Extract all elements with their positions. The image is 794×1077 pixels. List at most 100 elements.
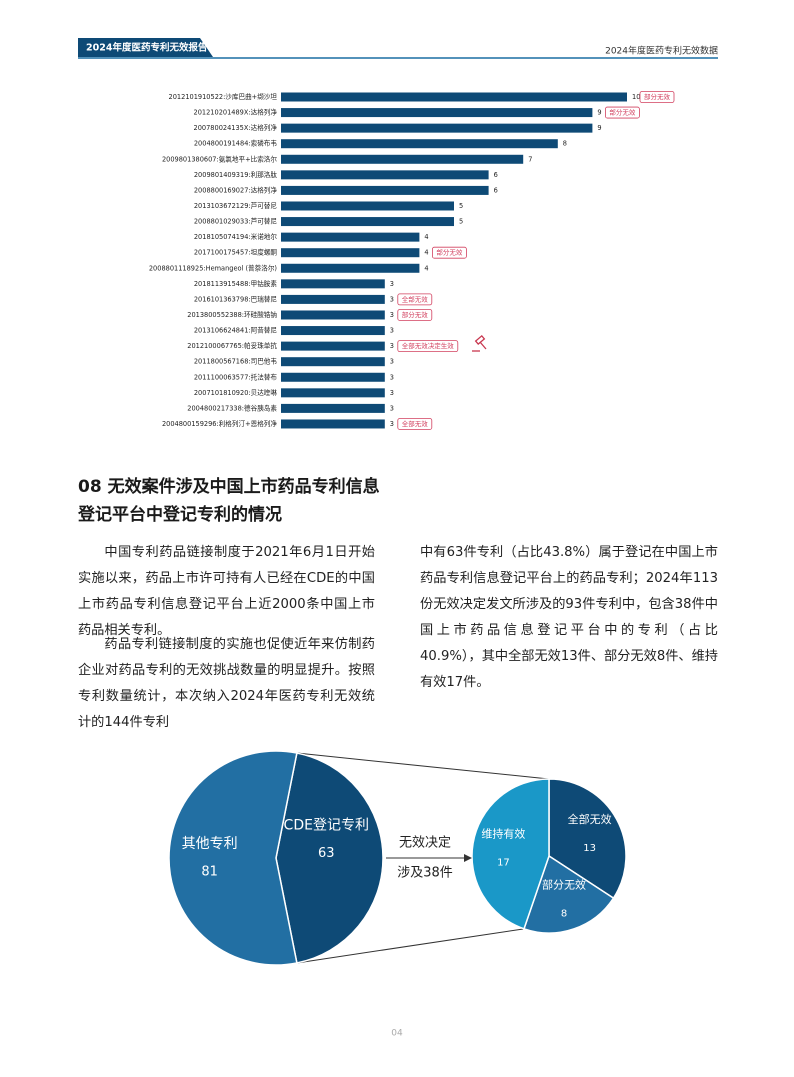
value-label: 8 <box>563 140 567 148</box>
tag: 全部无效 <box>402 419 429 428</box>
section-title: 08 无效案件涉及中国上市药品专利信息 <box>78 477 380 497</box>
value-label: 3 <box>390 389 394 397</box>
tag-box <box>431 246 467 259</box>
tag: 部分无效 <box>609 108 636 117</box>
value-label: 3 <box>390 404 394 412</box>
bar <box>281 357 385 367</box>
bar-label: 200780024135X:达格列净 <box>194 123 278 132</box>
connector-label: 无效决定 <box>399 836 451 851</box>
bar-label: 2012100067765:帕妥珠单抗 <box>187 341 277 350</box>
value-label: 4 <box>424 233 428 241</box>
bar-label: 2007101810920:贝达喹啉 <box>194 388 278 397</box>
pie-slice <box>275 752 384 964</box>
bar-label: 2013106624841:阿昔替尼 <box>194 326 278 335</box>
arrow-head <box>464 854 472 862</box>
bar <box>281 217 454 227</box>
section-title: 登记平台中登记专利的情况 <box>78 505 282 525</box>
value-label: 5 <box>459 202 463 210</box>
bar-label: 2008801118925:Hemangeol (普萘洛尔) <box>149 263 277 272</box>
value-label: 4 <box>424 264 428 272</box>
bar-label: 2009801409319:利那洛肽 <box>194 170 278 179</box>
tag: 部分无效 <box>644 92 671 101</box>
tag: 部分无效 <box>436 248 463 257</box>
bar-label: 2012101910522:沙库巴曲+缬沙坦 <box>169 92 278 101</box>
value-label: 3 <box>390 358 394 366</box>
bar <box>281 92 627 102</box>
value-label: 3 <box>390 280 394 288</box>
bar <box>281 232 420 242</box>
bar-label: 2011100063577:托法替布 <box>194 372 278 381</box>
value-label: 9 <box>597 124 601 132</box>
tag-box <box>397 340 459 353</box>
tag-box <box>397 293 433 306</box>
value-label: 3 <box>390 295 394 303</box>
bar <box>281 341 385 351</box>
paragraph: 药品专利链接制度的实施也促使近年来仿制药企业对药品专利的无效挑战数量的明显提升。… <box>78 637 375 730</box>
value-label: 3 <box>390 420 394 428</box>
bar-label: 2013103672129:芦可替尼 <box>194 201 278 210</box>
bar <box>281 108 593 118</box>
bar <box>281 294 385 304</box>
tag-box <box>605 106 640 119</box>
paragraph: 中国专利药品链接制度于2021年6月1日开始实施以来，药品上市许可持有人已经在C… <box>78 545 375 638</box>
tag-box <box>639 91 675 103</box>
header-tab-text: 2024年度医药专利无效报告 <box>86 42 208 54</box>
bar <box>281 248 420 258</box>
pie-slice <box>471 778 550 930</box>
slice-label: CDE登记专利 <box>284 818 369 834</box>
value-label: 9 <box>597 109 601 117</box>
bar <box>281 372 385 382</box>
slice-label: 维持有效 <box>481 826 525 840</box>
slice-value: 17 <box>497 857 510 868</box>
value-label: 3 <box>390 373 394 381</box>
value-label: 3 <box>390 342 394 350</box>
bar-label: 2013800552388:环硅酸锆钠 <box>187 310 277 319</box>
header-tab <box>78 38 213 57</box>
connector <box>296 752 550 780</box>
tag: 全部无效决定生效 <box>402 341 455 350</box>
bar <box>281 154 524 164</box>
tag: 全部无效 <box>402 294 429 303</box>
value-label: 7 <box>528 155 532 163</box>
pie-slice <box>168 750 298 966</box>
value-label: 4 <box>424 249 428 257</box>
bar-label: 2011800567168:司巴他韦 <box>194 357 278 366</box>
bar <box>281 279 385 289</box>
value-label: 3 <box>390 327 394 335</box>
slice-value: 63 <box>318 846 335 861</box>
bar-label: 2004800159296:利格列汀+恩格列净 <box>162 419 277 428</box>
bar <box>281 185 489 195</box>
bar <box>281 139 558 149</box>
bar <box>281 310 385 320</box>
tag: 部分无效 <box>402 310 429 319</box>
tag-box <box>397 418 433 430</box>
bar-label: 2017100175457:坦度螺酮 <box>194 248 278 257</box>
value-label: 5 <box>459 218 463 226</box>
bar <box>281 123 593 133</box>
bar <box>281 263 420 273</box>
value-label: 3 <box>390 311 394 319</box>
bar-label: 2016101363798:巴瑞替尼 <box>194 294 278 303</box>
bar <box>281 326 385 336</box>
slice-label: 部分无效 <box>542 878 586 892</box>
paragraph: 中有63件专利（占比43.8%）属于登记在中国上市药品专利信息登记平台上的药品专… <box>420 545 718 690</box>
bar-label: 2018113915488:甲钴胺素 <box>194 279 278 288</box>
tag-box <box>397 309 433 321</box>
slice-value: 13 <box>583 843 596 854</box>
bar <box>281 403 385 413</box>
bar <box>281 170 489 180</box>
bar-label: 2004800191484:索磷布韦 <box>194 139 278 148</box>
connector-label: 涉及38件 <box>397 866 453 881</box>
slice-value: 8 <box>561 909 567 920</box>
bar-label: 201210201489X:达格列净 <box>194 108 278 117</box>
slice-label: 其他专利 <box>182 836 238 852</box>
connector <box>296 928 525 964</box>
header-section: 2024年度医药专利无效数据 <box>605 45 718 57</box>
bar-label: 2008801029033:芦可替尼 <box>194 217 278 226</box>
value-label: 6 <box>494 171 498 179</box>
pie-slice <box>523 854 615 934</box>
value-label: 6 <box>494 186 498 194</box>
value-label: 10 <box>632 93 640 101</box>
